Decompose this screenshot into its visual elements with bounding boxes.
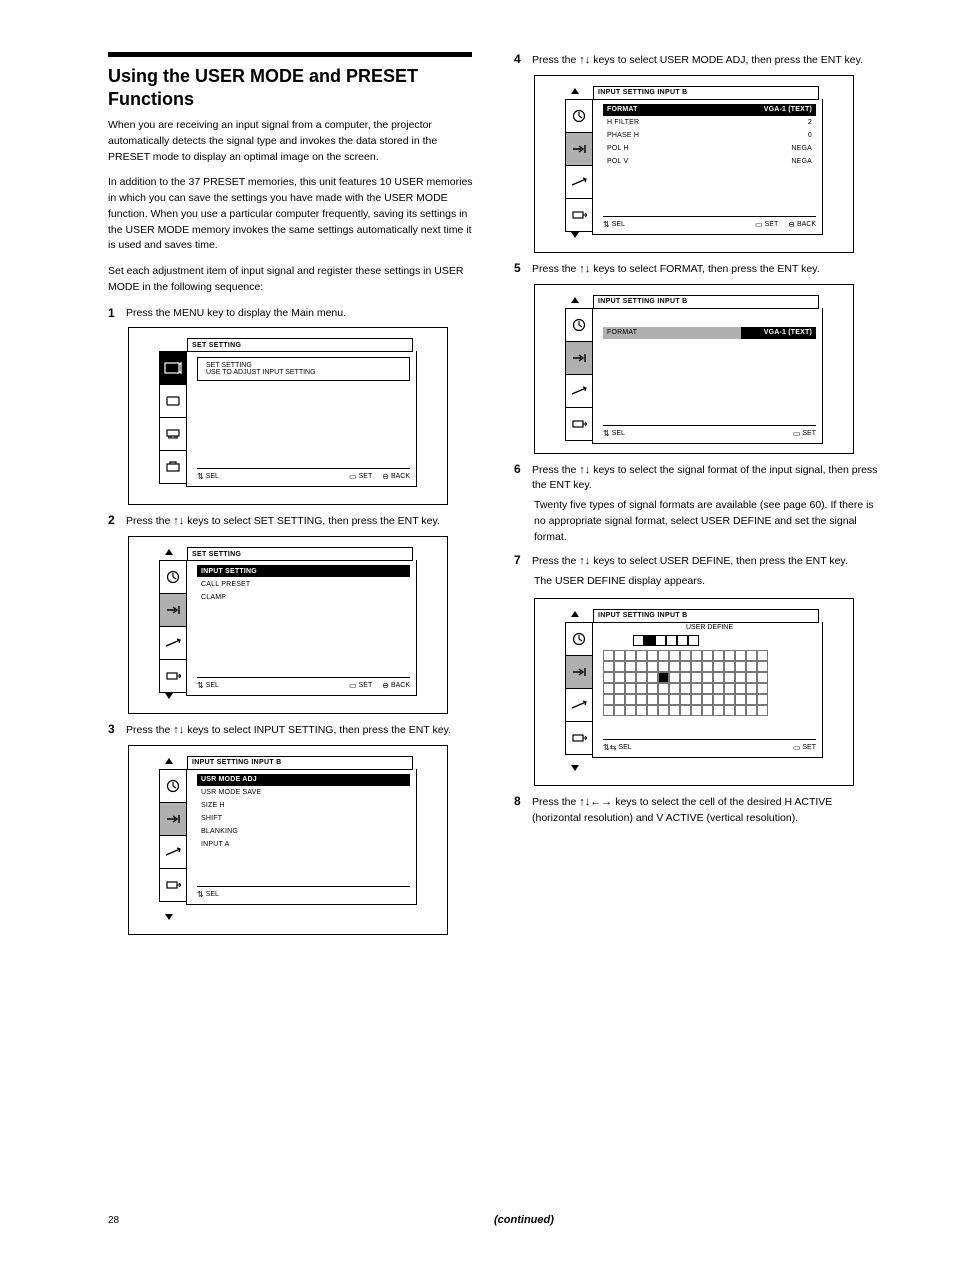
tab-move-icon — [565, 688, 592, 722]
step-7-caption: The USER DEFINE display appears. — [534, 574, 884, 590]
step-6: 6 Press the ↑↓ keys to select the signal… — [514, 462, 884, 495]
step-2: 2 Press the ↑↓ keys to select SET SETTIN… — [108, 513, 478, 530]
updown-arrows-icon: ↑↓ — [579, 464, 590, 476]
updown-arrows-icon: ↑↓ — [579, 263, 590, 275]
osd-screenshot-5: INPUT SETTING INPUT B FORMAT VGA-1 (TEXT… — [534, 284, 854, 454]
osd4-line-1: H FILTER2 — [603, 117, 816, 129]
osd1-tabs — [159, 351, 187, 487]
osd4-line-0: FORMATVGA-1 (TEXT) — [603, 104, 816, 116]
osd2-title: SET SETTING — [187, 547, 413, 561]
intro-para-2: In addition to the 37 PRESET memories, t… — [108, 175, 478, 254]
tab-input-icon — [565, 655, 592, 689]
updown-arrows-icon: ↑↓ — [173, 724, 184, 736]
tab-setting-icon — [159, 384, 186, 418]
updown-arrows-icon: ↑↓ — [579, 54, 590, 66]
tab-move-icon — [565, 374, 592, 408]
osd1-title: SET SETTING — [187, 338, 413, 352]
left-column: Using the USER MODE and PRESET Functions… — [108, 52, 478, 943]
tab-input-icon — [565, 341, 592, 375]
step-7: 7 Press the ↑↓ keys to select USER DEFIN… — [514, 553, 884, 570]
page-heading: Using the USER MODE and PRESET Functions — [108, 65, 478, 110]
osd1-box: SET SETTING USE TO ADJUST INPUT SETTING — [197, 357, 410, 381]
tab-picture-icon — [159, 351, 186, 385]
osd3-line-4: BLANKING — [197, 826, 410, 838]
step-8: 8 Press the ↑↓←→ keys to select the cell… — [514, 794, 884, 827]
osd3-line-0: USR MODE ADJ — [197, 774, 410, 786]
tab-info-icon — [159, 450, 186, 484]
osd5-split-line: FORMAT VGA-1 (TEXT) — [603, 327, 816, 339]
tab-clock-icon — [159, 769, 186, 803]
tab-io-icon — [565, 407, 592, 441]
tab-io-icon — [565, 198, 592, 232]
osd2-line-0: INPUT SETTING — [197, 565, 410, 577]
osd3-tabs — [159, 769, 187, 905]
intro-para-1: When you are receiving an input signal f… — [108, 118, 478, 165]
osd4-line-2: PHASE H0 — [603, 130, 816, 142]
intro-para-3: Set each adjustment item of input signal… — [108, 264, 478, 296]
updown-arrows-icon: ↑↓ — [579, 555, 590, 567]
tab-input-icon — [159, 802, 186, 836]
osd2-line-1: CALL PRESET — [197, 578, 410, 590]
osd-screenshot-4: INPUT SETTING INPUT B FORMATVGA-1 (TEXT)… — [534, 75, 854, 253]
osd6-userdef-label: USER DEFINE — [603, 624, 816, 631]
osd3-line-5: INPUT A — [197, 839, 410, 851]
tab-move-icon — [159, 835, 186, 869]
tab-clock-icon — [565, 308, 592, 342]
osd2-tabs — [159, 560, 187, 696]
osd-screenshot-2: SET SETTING INPUT SETTING CALL PRESET CL… — [128, 536, 448, 714]
tab-move-icon — [565, 165, 592, 199]
step-3: 3 Press the ↑↓ keys to select INPUT SETT… — [108, 722, 478, 739]
osd4-line-3: POL HNEGA — [603, 143, 816, 155]
osd3-line-3: SHIFT — [197, 813, 410, 825]
all-arrows-icon: ↑↓←→ — [579, 796, 612, 808]
tab-input-icon — [159, 593, 186, 627]
tab-install-icon — [159, 417, 186, 451]
continued-flag: (continued) — [494, 1214, 554, 1226]
tab-clock-icon — [159, 560, 186, 594]
osd-screenshot-6: INPUT SETTING INPUT B USER DEFINE ⇅⇆SEL — [534, 598, 854, 786]
step-6-caption: Twenty five types of signal formats are … — [534, 498, 884, 545]
osd6-title: INPUT SETTING INPUT B — [593, 609, 819, 623]
right-column: 4 Press the ↑↓ keys to select USER MODE … — [514, 52, 884, 943]
tab-clock-icon — [565, 622, 592, 656]
updown-arrows-icon: ↑↓ — [173, 515, 184, 527]
osd3-line-1: USR MODE SAVE — [197, 787, 410, 799]
osd4-title: INPUT SETTING INPUT B — [593, 86, 819, 100]
osd3-line-2: SIZE H — [197, 800, 410, 812]
heading-rule — [108, 52, 472, 57]
osd-screenshot-3: INPUT SETTING INPUT B USR MODE ADJ USR M… — [128, 745, 448, 935]
tab-input-icon — [565, 132, 592, 166]
step-4: 4 Press the ↑↓ keys to select USER MODE … — [514, 52, 884, 69]
osd3-title: INPUT SETTING INPUT B — [187, 756, 413, 770]
tab-clock-icon — [565, 99, 592, 133]
tab-io-icon — [565, 721, 592, 755]
tab-io-icon — [159, 868, 186, 902]
user-define-grid — [603, 635, 816, 716]
osd-screenshot-1: SET SETTING — [128, 327, 448, 505]
tab-move-icon — [159, 626, 186, 660]
step-5: 5 Press the ↑↓ keys to select FORMAT, th… — [514, 261, 884, 278]
step-1: 1 Press the MENU key to display the Main… — [108, 306, 478, 322]
osd2-line-2: CLAMP — [197, 591, 410, 603]
osd4-line-4: POL VNEGA — [603, 156, 816, 168]
osd5-title: INPUT SETTING INPUT B — [593, 295, 819, 309]
tab-io-icon — [159, 659, 186, 693]
page-number: 28 — [108, 1215, 119, 1226]
osd1-footer: ⇅SEL ▭SET ⊖BACK — [197, 468, 410, 482]
